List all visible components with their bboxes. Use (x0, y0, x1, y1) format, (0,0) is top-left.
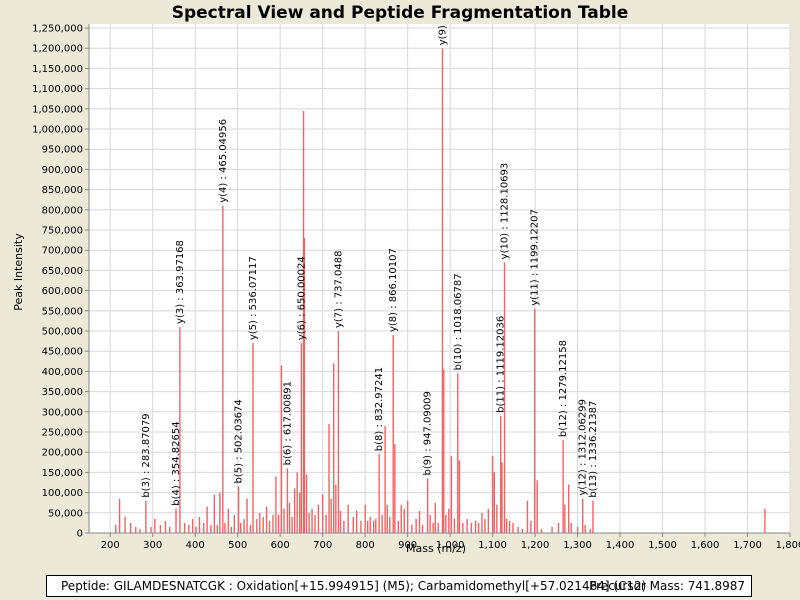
y-tick-label: 300,000 (42, 407, 83, 418)
x-tick-label: 1,100 (478, 540, 507, 551)
y-tick-label: 350,000 (42, 387, 83, 398)
x-tick-label: 900 (398, 540, 417, 551)
y-tick-label: 200,000 (42, 448, 83, 459)
peak-annotation: y(4) : 465.04956 (218, 119, 229, 203)
y-tick-label: 1,050,000 (32, 104, 83, 115)
y-tick-label: 600,000 (42, 286, 83, 297)
x-tick-label: 1,600 (691, 540, 720, 551)
y-tick-label: 250,000 (42, 428, 83, 439)
peptide-info: Peptide: GILAMDESNATCGK : Oxidation[+15.… (61, 579, 647, 593)
precursor-mass: Precursor Mass: 741.8987 (589, 579, 745, 593)
y-tick-label: 1,150,000 (32, 64, 83, 75)
y-tick-label: 1,250,000 (32, 24, 83, 35)
footer-info-box: Peptide: GILAMDESNATCGK : Oxidation[+15.… (46, 575, 752, 597)
x-tick-label: 600 (271, 540, 290, 551)
x-tick-label: 1,800 (776, 540, 800, 551)
peak-annotation: y(12) : 1312.06299 (578, 399, 589, 496)
axis-layer: 0 50,000 100,000 150,000 200,000 250,000 300,0… (32, 24, 800, 551)
peak-annotation: y(10) : 1128.10693 (500, 163, 511, 260)
peak-annotation: b(13) : 1336.21387 (588, 401, 599, 498)
y-tick-label: 0 (77, 529, 83, 540)
peak-annotation: b(5) : 502.03674 (234, 399, 245, 483)
y-tick-label: 650,000 (42, 266, 83, 277)
peak-annotation: b(10) : 1018.06787 (453, 273, 464, 370)
plot-area (89, 24, 790, 533)
y-tick-label: 1,200,000 (32, 44, 83, 55)
y-tick-label: 1,000,000 (32, 125, 83, 136)
x-tick-label: 200 (101, 540, 120, 551)
y-tick-label: 400,000 (42, 367, 83, 378)
y-tick-label: 1,100,000 (32, 84, 83, 95)
peak-annotation: b(3) : 283.87079 (141, 413, 152, 497)
y-tick-label: 700,000 (42, 246, 83, 257)
x-tick-label: 1,400 (606, 540, 635, 551)
y-tick-label: 50,000 (48, 508, 83, 519)
peak-annotation: b(9) : 947.09009 (423, 391, 434, 475)
peak-annotation: b(4) : 354.82654 (171, 421, 182, 505)
y-tick-label: 100,000 (42, 488, 83, 499)
x-tick-label: 400 (186, 540, 205, 551)
chart-title: Spectral View and Peptide Fragmentation … (171, 3, 629, 23)
y-tick-label: 800,000 (42, 205, 83, 216)
y-tick-label: 850,000 (42, 185, 83, 196)
x-tick-label: 1,500 (648, 540, 677, 551)
y-tick-label: 950,000 (42, 145, 83, 156)
y-tick-label: 750,000 (42, 226, 83, 237)
annotation-layer: b(3) : 283.87079 b(4) : 354.82654 y(3) : 3… (141, 25, 599, 506)
peak-annotation: y(7) : 737.0488 (333, 250, 344, 328)
peak-annotation: y(3) : 363.97168 (175, 240, 186, 324)
peak-annotation: b(6) : 617.00891 (282, 381, 293, 465)
y-tick-label: 500,000 (42, 327, 83, 338)
peak-annotation: y(6) : 650.00024 (296, 256, 307, 340)
y-tick-label: 150,000 (42, 468, 83, 479)
peak-annotation: y(9) (437, 25, 448, 45)
y-tick-label: 450,000 (42, 347, 83, 358)
y-tick-label: 550,000 (42, 306, 83, 317)
x-tick-label: 1,300 (563, 540, 592, 551)
x-tick-label: 1,000 (436, 540, 465, 551)
y-axis-title: Peak Intensity (12, 233, 25, 311)
x-tick-label: 1,700 (733, 540, 762, 551)
x-tick-label: 1,200 (521, 540, 550, 551)
peak-annotation: y(5) : 536.07117 (248, 256, 259, 340)
peak-annotation: y(11) : 1199.12207 (530, 209, 541, 306)
x-axis-title: Mass (m/z) (406, 542, 466, 555)
peak-annotation: b(11) : 1119.12036 (496, 316, 507, 413)
x-tick-label: 700 (313, 540, 332, 551)
peak-annotation: b(12) : 1279.12158 (558, 340, 569, 437)
x-tick-label: 300 (143, 540, 162, 551)
grid-layer (89, 24, 791, 534)
y-tick-label: 900,000 (42, 165, 83, 176)
x-tick-label: 800 (356, 540, 375, 551)
peak-layer (115, 48, 766, 533)
peak-annotation: y(8) : 866.10107 (388, 248, 399, 332)
x-tick-label: 500 (228, 540, 247, 551)
peak-annotation: b(8) : 832.97241 (374, 367, 385, 451)
